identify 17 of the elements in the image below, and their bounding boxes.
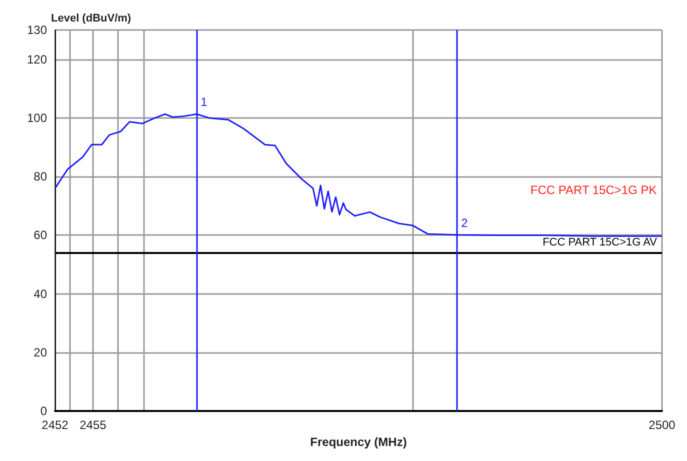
annotation: FCC PART 15C>1G PK [530,183,657,197]
y-tick-label: 60 [34,228,48,242]
x-axis-title: Frequency (MHz) [310,435,407,449]
x-tick-label: 2500 [648,418,676,432]
y-axis-title: Level (dBuV/m) [51,12,132,25]
y-tick-label: 40 [34,286,48,301]
y-tick-label: 20 [34,345,48,360]
ref-line-label: FCC PART 15C>1G AV [542,236,658,248]
x-tick-label: 2455 [80,418,107,432]
annotation: 1 [200,95,208,110]
y-tick-label: 120 [26,52,48,66]
x-tick-label: 2452 [42,418,69,432]
y-tick-label: 0 [40,404,48,418]
y-tick-label: 130 [26,23,48,37]
annotation: 2 [461,216,468,230]
y-tick-label: 100 [26,110,48,125]
y-tick-label: 80 [34,170,48,184]
